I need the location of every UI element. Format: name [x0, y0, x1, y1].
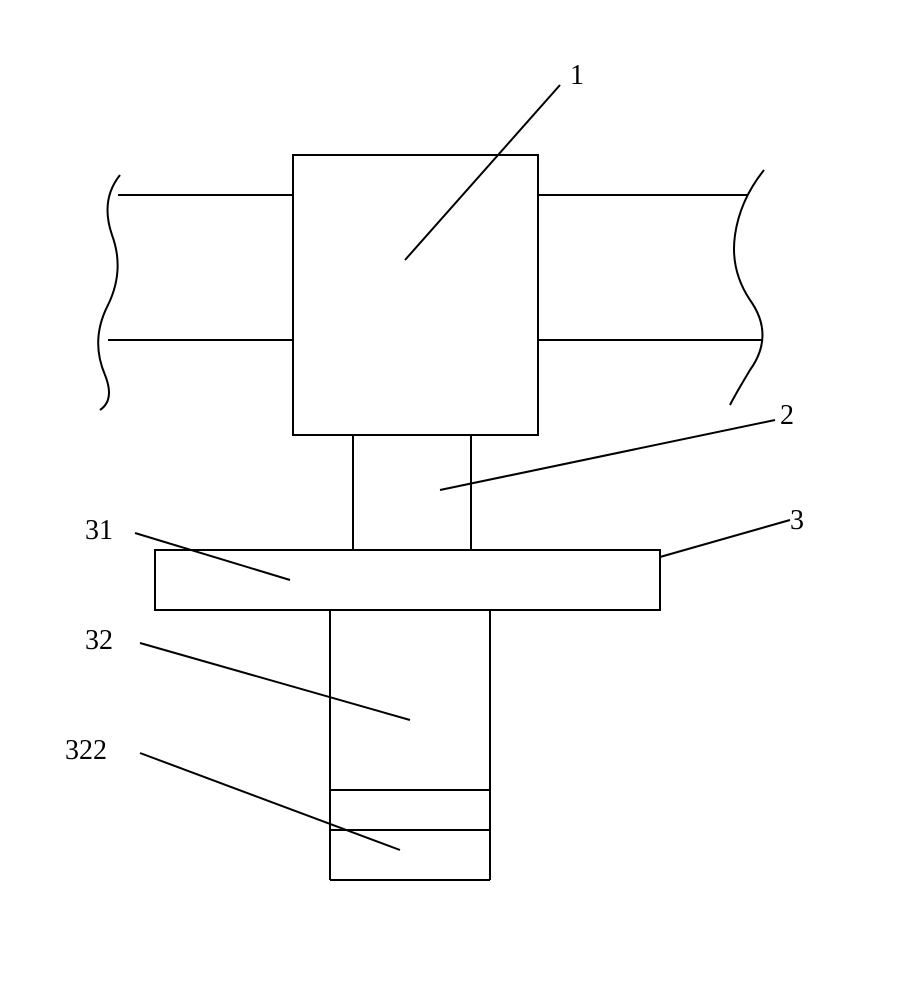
leader-line-5 — [140, 753, 400, 850]
leader-line-4 — [140, 643, 410, 720]
engineering-diagram — [0, 0, 899, 1000]
label-1: 1 — [570, 60, 584, 92]
label-322: 322 — [65, 735, 107, 767]
label-2: 2 — [780, 400, 794, 432]
break-line-right — [730, 170, 764, 405]
part-1-block — [293, 155, 538, 435]
break-line-left — [98, 175, 120, 410]
leader-line-2 — [660, 520, 790, 557]
label-32: 32 — [85, 625, 113, 657]
label-3: 3 — [790, 505, 804, 537]
label-31: 31 — [85, 515, 113, 547]
part-31-flange — [155, 550, 660, 610]
